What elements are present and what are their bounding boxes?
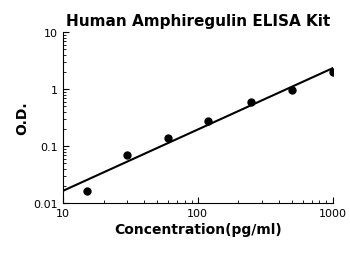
Point <box>248 100 254 104</box>
Point <box>330 71 335 75</box>
Point <box>205 120 211 124</box>
Point <box>165 136 171 140</box>
Y-axis label: O.D.: O.D. <box>15 101 29 135</box>
Point <box>84 189 90 194</box>
Title: Human Amphiregulin ELISA Kit: Human Amphiregulin ELISA Kit <box>66 14 330 29</box>
X-axis label: Concentration(pg/ml): Concentration(pg/ml) <box>114 222 282 236</box>
Point <box>289 89 295 93</box>
Point <box>125 153 130 157</box>
